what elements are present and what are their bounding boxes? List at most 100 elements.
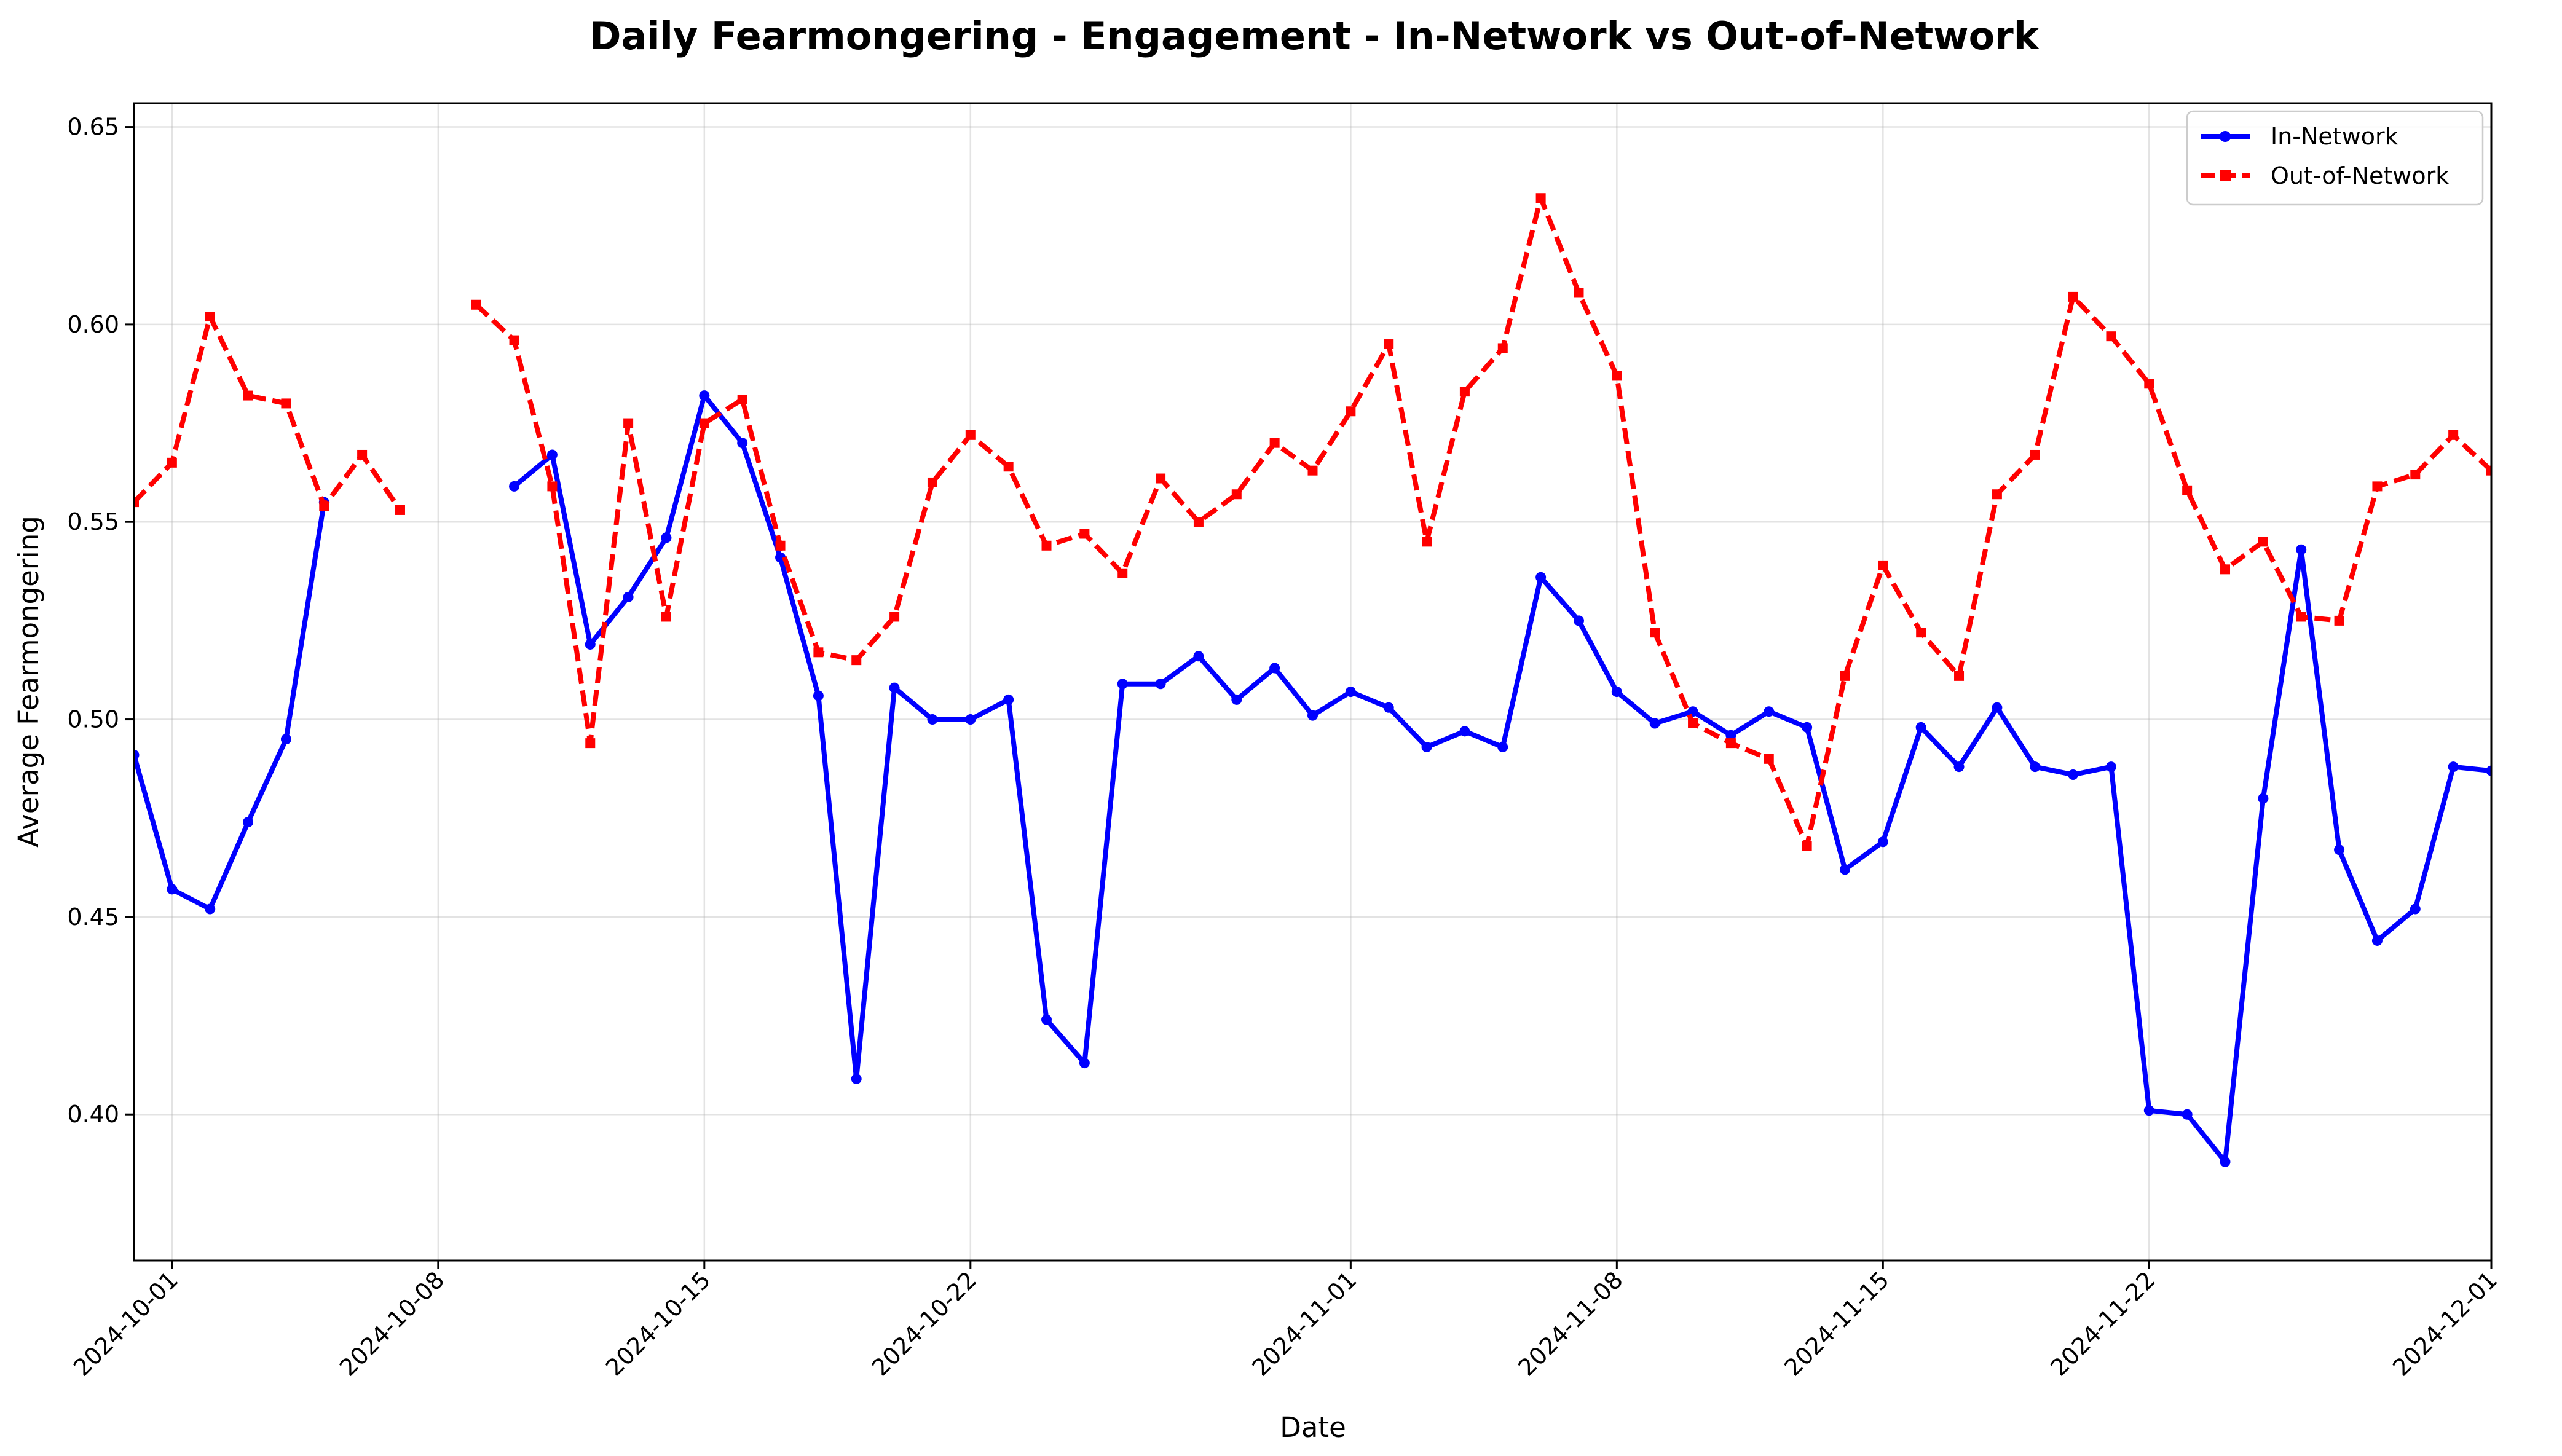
- data-point-in-network: [1915, 722, 1926, 733]
- data-point-in-network: [1155, 679, 1166, 690]
- legend-box: [2186, 110, 2484, 206]
- data-point-out-of-network: [167, 457, 177, 468]
- data-point-in-network: [965, 714, 976, 725]
- data-point-in-network: [1953, 761, 1965, 773]
- data-point-in-network: [509, 481, 520, 492]
- data-point-out-of-network: [1535, 193, 1546, 203]
- data-point-out-of-network: [2182, 485, 2193, 495]
- data-point-in-network: [1003, 694, 1014, 705]
- data-point-out-of-network: [2448, 430, 2459, 440]
- legend-label-in-network: In-Network: [2271, 123, 2398, 150]
- y-axis-label: Average Fearmongering: [12, 516, 45, 848]
- data-point-out-of-network: [2410, 470, 2421, 480]
- data-point-out-of-network: [851, 655, 862, 666]
- data-point-in-network: [1079, 1058, 1090, 1069]
- data-point-out-of-network: [1992, 489, 2002, 500]
- data-point-in-network: [585, 639, 596, 650]
- data-point-out-of-network: [243, 390, 253, 401]
- data-point-in-network: [1193, 651, 1204, 662]
- data-point-out-of-network: [357, 449, 368, 460]
- y-tick-label: 0.40: [67, 1101, 119, 1128]
- data-point-in-network: [2486, 765, 2491, 776]
- data-point-out-of-network: [134, 497, 139, 508]
- data-point-in-network: [1383, 702, 1394, 713]
- series-layer: [134, 193, 2491, 1167]
- data-point-in-network: [813, 690, 824, 701]
- data-point-in-network: [1802, 722, 1813, 733]
- data-point-in-network: [2143, 1105, 2154, 1116]
- data-point-out-of-network: [2486, 465, 2491, 476]
- data-point-in-network: [1839, 864, 1850, 875]
- data-point-in-network: [280, 734, 291, 745]
- data-point-in-network: [134, 749, 140, 760]
- data-point-in-network: [2334, 844, 2345, 856]
- data-point-out-of-network: [737, 394, 747, 404]
- data-point-in-network: [737, 438, 748, 449]
- data-point-out-of-network: [1117, 568, 1128, 578]
- data-point-out-of-network: [471, 299, 481, 310]
- data-point-in-network: [851, 1073, 862, 1084]
- data-point-out-of-network: [2372, 481, 2383, 492]
- data-point-out-of-network: [1384, 339, 1394, 350]
- y-tick-label: 0.55: [67, 508, 119, 535]
- legend-marker-in-network: [2220, 131, 2231, 142]
- data-point-in-network: [1231, 694, 1242, 705]
- data-point-out-of-network: [2106, 331, 2116, 342]
- y-tick-label: 0.50: [67, 706, 119, 733]
- series-line-in-network: [134, 502, 327, 911]
- legend-label-out-of-network: Out-of-Network: [2271, 162, 2449, 189]
- data-point-out-of-network: [1878, 560, 1888, 570]
- data-point-out-of-network: [2258, 537, 2268, 547]
- series-line-out-of-network: [134, 314, 403, 512]
- y-tick-label: 0.60: [67, 311, 119, 338]
- data-point-in-network: [2105, 761, 2116, 773]
- data-point-in-network: [1877, 836, 1888, 848]
- legend-marker-out-of-network: [2220, 170, 2231, 181]
- plot-frame: [133, 102, 2493, 1262]
- data-point-in-network: [2258, 793, 2269, 804]
- y-tick-label: 0.45: [67, 903, 119, 931]
- data-point-in-network: [167, 884, 178, 895]
- data-point-in-network: [205, 903, 216, 915]
- data-point-in-network: [1687, 706, 1698, 717]
- data-point-out-of-network: [2030, 449, 2040, 460]
- data-point-in-network: [1611, 687, 1622, 698]
- data-point-in-network: [2030, 761, 2041, 773]
- data-point-out-of-network: [2296, 612, 2306, 622]
- data-point-in-network: [2220, 1156, 2231, 1167]
- data-point-in-network: [546, 449, 558, 460]
- data-point-out-of-network: [1041, 540, 1052, 551]
- data-point-out-of-network: [547, 481, 558, 492]
- data-point-in-network: [1992, 702, 2003, 713]
- data-point-in-network: [1421, 742, 1432, 753]
- data-point-out-of-network: [623, 418, 634, 428]
- data-point-in-network: [699, 390, 710, 401]
- data-point-out-of-network: [1688, 718, 1698, 728]
- data-point-out-of-network: [1459, 387, 1470, 397]
- data-point-out-of-network: [1612, 371, 1622, 381]
- x-axis-label: Date: [1280, 1411, 1346, 1444]
- data-point-in-network: [1117, 679, 1128, 690]
- y-tick-label: 0.65: [67, 114, 119, 141]
- data-point-out-of-network: [1079, 529, 1090, 539]
- data-point-out-of-network: [1954, 671, 1965, 681]
- data-point-in-network: [1725, 730, 1736, 741]
- data-point-in-network: [2448, 761, 2459, 773]
- data-point-in-network: [1764, 706, 1775, 717]
- data-point-out-of-network: [1231, 489, 1242, 500]
- data-point-out-of-network: [699, 418, 709, 428]
- data-point-out-of-network: [1802, 841, 1812, 851]
- data-point-out-of-network: [813, 647, 824, 658]
- data-point-in-network: [927, 714, 938, 725]
- data-point-out-of-network: [2334, 615, 2344, 626]
- data-point-out-of-network: [1003, 462, 1014, 472]
- data-point-out-of-network: [395, 505, 405, 515]
- data-point-out-of-network: [205, 312, 215, 322]
- legend: In-Network Out-of-Network: [2186, 110, 2484, 206]
- data-point-in-network: [1345, 687, 1356, 698]
- data-point-in-network: [623, 591, 634, 602]
- data-point-out-of-network: [889, 612, 900, 622]
- data-point-out-of-network: [2068, 291, 2078, 302]
